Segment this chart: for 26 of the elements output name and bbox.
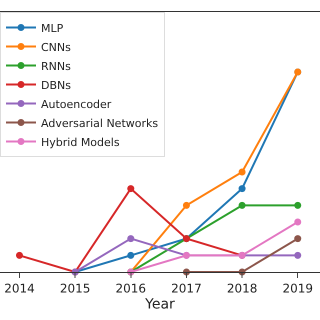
x-tick-label: 2017 xyxy=(171,281,202,296)
x-axis-title: Year xyxy=(144,296,176,313)
point xyxy=(238,168,246,176)
point xyxy=(238,202,246,209)
point xyxy=(238,185,246,192)
legend-label: RNNs xyxy=(41,60,72,73)
legend-label: MLP xyxy=(41,22,64,35)
point xyxy=(127,185,134,192)
x-tick-label: 2018 xyxy=(226,281,258,296)
point xyxy=(182,202,190,209)
legend-label: DBNs xyxy=(41,78,72,92)
point xyxy=(294,218,302,226)
point xyxy=(294,235,302,242)
point xyxy=(127,235,134,242)
point xyxy=(294,252,302,259)
legend-label: Autoencoder xyxy=(41,98,112,111)
legend-label: Hybrid Models xyxy=(41,136,120,149)
point xyxy=(127,252,134,259)
x-tick-label: 2016 xyxy=(116,281,146,296)
legend-label: Adversarial Networks xyxy=(41,116,158,130)
x-tick-label: 2019 xyxy=(282,281,314,296)
x-tick-label: 2015 xyxy=(60,281,90,296)
legend-label: CNNs xyxy=(41,40,72,54)
point xyxy=(294,202,302,209)
x-tick-label: 2014 xyxy=(4,281,35,296)
point xyxy=(16,252,23,259)
